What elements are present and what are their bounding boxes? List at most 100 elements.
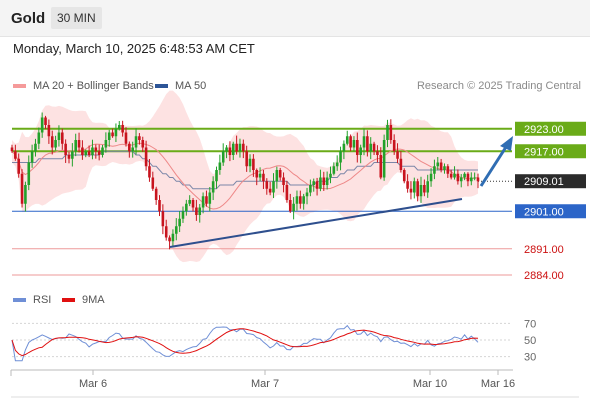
candle-body [302,196,305,204]
level-label-2891.00: 2891.00 [524,244,564,256]
candle-body [409,188,413,193]
candle-body [372,143,376,152]
candle-body [319,177,322,189]
candle-body [359,147,362,155]
level-label-bg-2923.00 [515,121,586,136]
candle-body [195,207,198,215]
candle-body [128,143,131,152]
candle-body [345,136,349,144]
candle-body [305,192,309,197]
level-label-2917.00: 2917.00 [524,146,564,158]
candle-body [44,117,47,125]
candle-body [325,177,329,185]
legend-9ma-swatch [62,298,75,302]
rsi-tick-30: 30 [524,352,536,364]
candle-body [439,162,443,170]
candle-body [164,226,168,238]
candle-body [332,166,336,174]
candle-body [476,177,480,182]
candle-body [81,147,84,155]
candle-body [47,125,51,137]
candle-body [429,173,433,182]
legend-rsi-label: RSI [33,294,52,306]
candle-body [278,170,282,178]
candle-body [218,162,222,170]
candle-body [382,140,386,178]
candle-body [433,166,436,174]
candle-body [312,181,316,185]
candle-body [469,177,473,182]
legend-ma50-label: MA 50 [175,80,207,92]
bullish-arrow-head [500,136,513,151]
candle-body [185,203,188,212]
candle-body [148,166,151,178]
candle-body [121,125,124,133]
rsi-tick-70: 70 [524,318,536,330]
legend-ma-bb: MA 20 + Bollinger Bands [13,80,154,92]
chart-header: Gold 30 MIN [0,0,590,37]
candle-body [268,188,272,193]
instrument-name: Gold [11,10,46,27]
candle-body [27,162,31,185]
candle-body [389,125,393,140]
timeframe-button[interactable]: 30 MIN [51,7,102,29]
candle-body [54,140,57,148]
candle-body [443,166,446,170]
candle-body [262,173,265,182]
candle-body [37,132,41,144]
candle-body [30,151,34,163]
candle-body [255,170,259,178]
level-label-2909.01: 2909.01 [524,176,564,188]
candle-body [107,132,111,140]
candle-body [34,143,37,152]
candle-body [231,143,235,155]
candle-body [466,173,470,182]
candle-body [57,132,61,140]
candle-body [456,173,460,182]
candle-body [436,162,440,167]
candle-body [74,140,77,152]
candle-body [228,147,232,155]
candle-body [235,143,238,152]
candle-body [138,136,141,140]
candle-body [416,181,419,197]
candle-body [449,173,453,178]
candle-body [151,177,155,189]
candle-body [299,196,302,204]
time-axis: Mar 6 Mar 7 Mar 10 Mar 16 [10,369,579,398]
candle-body [144,147,148,167]
time-tick-label: Mar 6 [79,378,107,390]
candle-body [114,128,118,137]
candle-body [399,158,403,170]
candle-body [215,170,218,182]
candle-body [386,125,389,140]
candle-body [413,181,416,193]
candle-body [60,132,64,144]
time-tick-label: Mar 7 [251,378,279,390]
candle-body [238,143,242,152]
candle-body [84,151,88,155]
candle-body [446,166,450,174]
candle-body [191,200,195,208]
candle-body [322,177,326,185]
candle-body [356,140,359,155]
rsi-panel: 70 50 30 [11,318,536,364]
candle-body [131,147,134,152]
bullish-arrow-shaft [479,146,508,187]
rsi-line [11,324,479,362]
candle-body [342,143,346,152]
trend-support-line [169,198,463,248]
time-tick-label: Mar 10 [413,378,447,390]
candle-body [141,140,145,148]
time-tick-label: Mar 16 [481,378,515,390]
candle-body [10,147,14,152]
candle-body [315,181,319,189]
candle-body [396,151,399,159]
candle-body [161,211,165,227]
legend-rsi-swatch [13,298,26,302]
ma20-line [11,142,479,210]
level-label-bg-2909.01 [515,174,586,189]
candle-body [201,196,205,208]
candle-body [426,181,430,193]
